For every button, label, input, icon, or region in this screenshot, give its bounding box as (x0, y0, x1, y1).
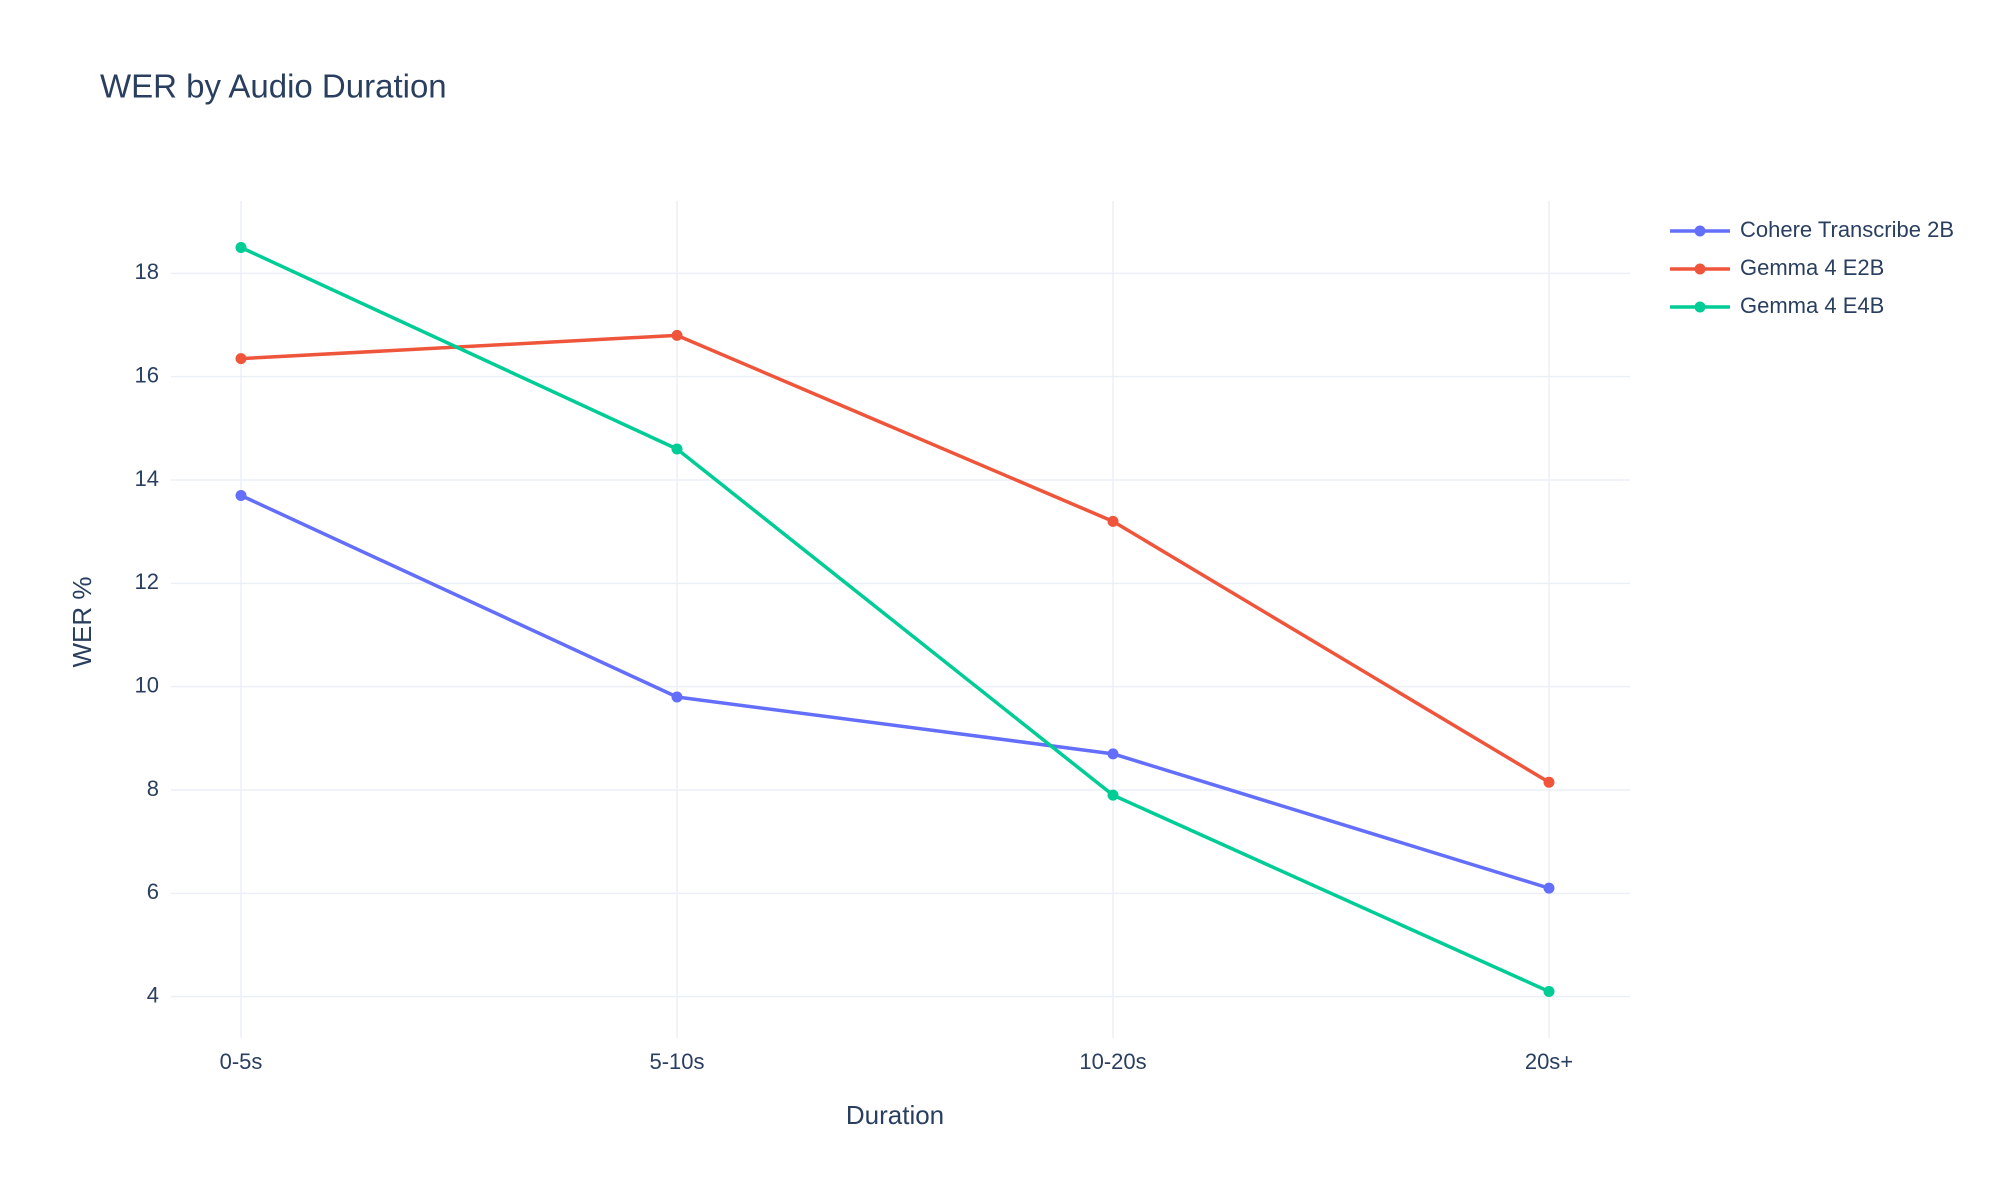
data-point (1543, 986, 1555, 997)
y-tick-label: 16 (135, 362, 159, 387)
y-tick-label: 8 (147, 776, 159, 801)
legend-label[interactable]: Gemma 4 E2B (1740, 255, 1884, 280)
chart-title: WER by Audio Duration (100, 68, 447, 105)
data-point (1543, 776, 1555, 788)
data-point (1543, 882, 1555, 894)
y-tick-label: 14 (135, 466, 159, 491)
y-tick-label: 18 (135, 259, 159, 284)
data-point (671, 443, 683, 455)
series-line (240, 333, 1550, 784)
y-axis-title: WER % (67, 577, 97, 668)
data-point (235, 490, 247, 501)
legend-marker[interactable] (1694, 263, 1706, 275)
y-tick-label: 6 (147, 879, 159, 904)
x-axis-title: Duration (846, 1100, 944, 1130)
legend-label[interactable]: Cohere Transcribe 2B (1740, 217, 1954, 242)
data-point (671, 691, 683, 703)
x-tick-label: 10-20s (1079, 1049, 1146, 1074)
data-point (1107, 748, 1119, 760)
data-point (1107, 789, 1119, 801)
data-point (235, 353, 247, 365)
series-line (240, 245, 1550, 994)
data-point (1107, 515, 1119, 527)
y-tick-label: 12 (135, 569, 159, 594)
x-tick-label: 20s+ (1525, 1049, 1573, 1074)
data-point (235, 242, 247, 253)
y-tick-label: 4 (147, 982, 159, 1007)
x-tick-label: 0-5s (220, 1049, 263, 1074)
legend-marker[interactable] (1694, 225, 1706, 237)
legend-marker[interactable] (1694, 301, 1706, 313)
data-point (671, 329, 683, 341)
y-tick-label: 10 (135, 672, 159, 697)
legend-label[interactable]: Gemma 4 E4B (1740, 293, 1884, 318)
x-tick-label: 5-10s (649, 1049, 704, 1074)
series-line (240, 493, 1550, 890)
